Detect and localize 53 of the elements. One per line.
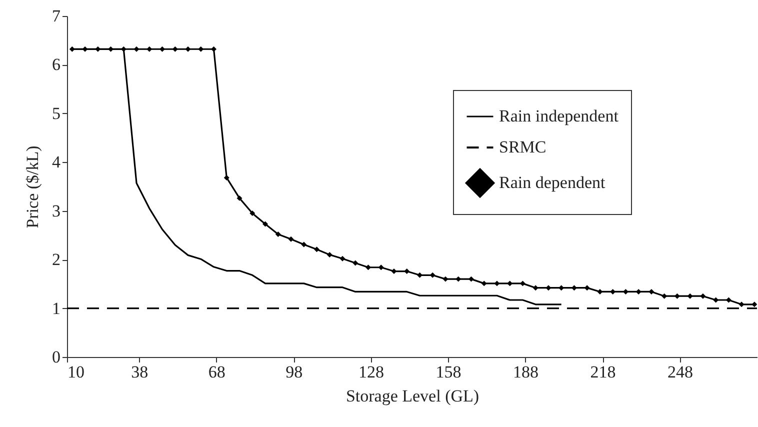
- point: [365, 264, 371, 270]
- x-tick-label: 68: [208, 362, 226, 382]
- point: [160, 46, 165, 52]
- y-tick-label: 2: [52, 250, 60, 270]
- y-axis-title: Price ($/kL): [23, 146, 42, 228]
- point: [442, 276, 448, 282]
- point: [198, 46, 204, 52]
- point: [275, 232, 281, 237]
- point: [262, 221, 268, 227]
- point: [352, 260, 358, 266]
- point: [146, 46, 152, 52]
- point: [172, 46, 178, 52]
- point: [69, 46, 75, 52]
- point: [236, 195, 242, 201]
- y-tick-label: 1: [52, 298, 60, 318]
- point: [752, 302, 758, 308]
- point: [700, 293, 706, 299]
- point: [301, 242, 307, 248]
- legend-label: SRMC: [499, 138, 546, 156]
- x-tick-label: 248: [668, 362, 694, 382]
- y-tick-label: 7: [52, 6, 61, 26]
- y-tick-label: 0: [52, 348, 60, 366]
- y-tick-label: 3: [52, 201, 60, 220]
- point: [532, 285, 538, 291]
- legend-label: Rain independent: [499, 106, 619, 126]
- x-tick-label: 128: [358, 362, 384, 382]
- point: [494, 280, 500, 286]
- x-tick-label: 10: [68, 362, 84, 382]
- point: [687, 293, 693, 299]
- point: [738, 302, 744, 308]
- y-tick-label: 5: [52, 104, 60, 123]
- point: [211, 46, 216, 52]
- x-tick-label: 188: [513, 362, 539, 382]
- point: [481, 280, 487, 286]
- point: [134, 46, 140, 52]
- point: [404, 268, 410, 274]
- legend-label: Rain dependent: [499, 173, 606, 192]
- y-tick-label: 4: [52, 152, 61, 172]
- y-tick-label: 6: [52, 55, 60, 74]
- point: [340, 256, 346, 262]
- point: [224, 174, 230, 180]
- point: [185, 46, 191, 52]
- x-axis-title: Storage Level (GL): [346, 386, 480, 406]
- point: [326, 252, 332, 258]
- point: [250, 210, 256, 216]
- x-tick-label: 98: [286, 362, 303, 382]
- x-tick-label: 218: [590, 362, 616, 382]
- point: [288, 236, 294, 242]
- x-tick-label: 158: [436, 362, 462, 382]
- x-tick-label: 38: [131, 362, 148, 382]
- point: [416, 272, 422, 278]
- point: [378, 264, 384, 270]
- point: [314, 246, 320, 252]
